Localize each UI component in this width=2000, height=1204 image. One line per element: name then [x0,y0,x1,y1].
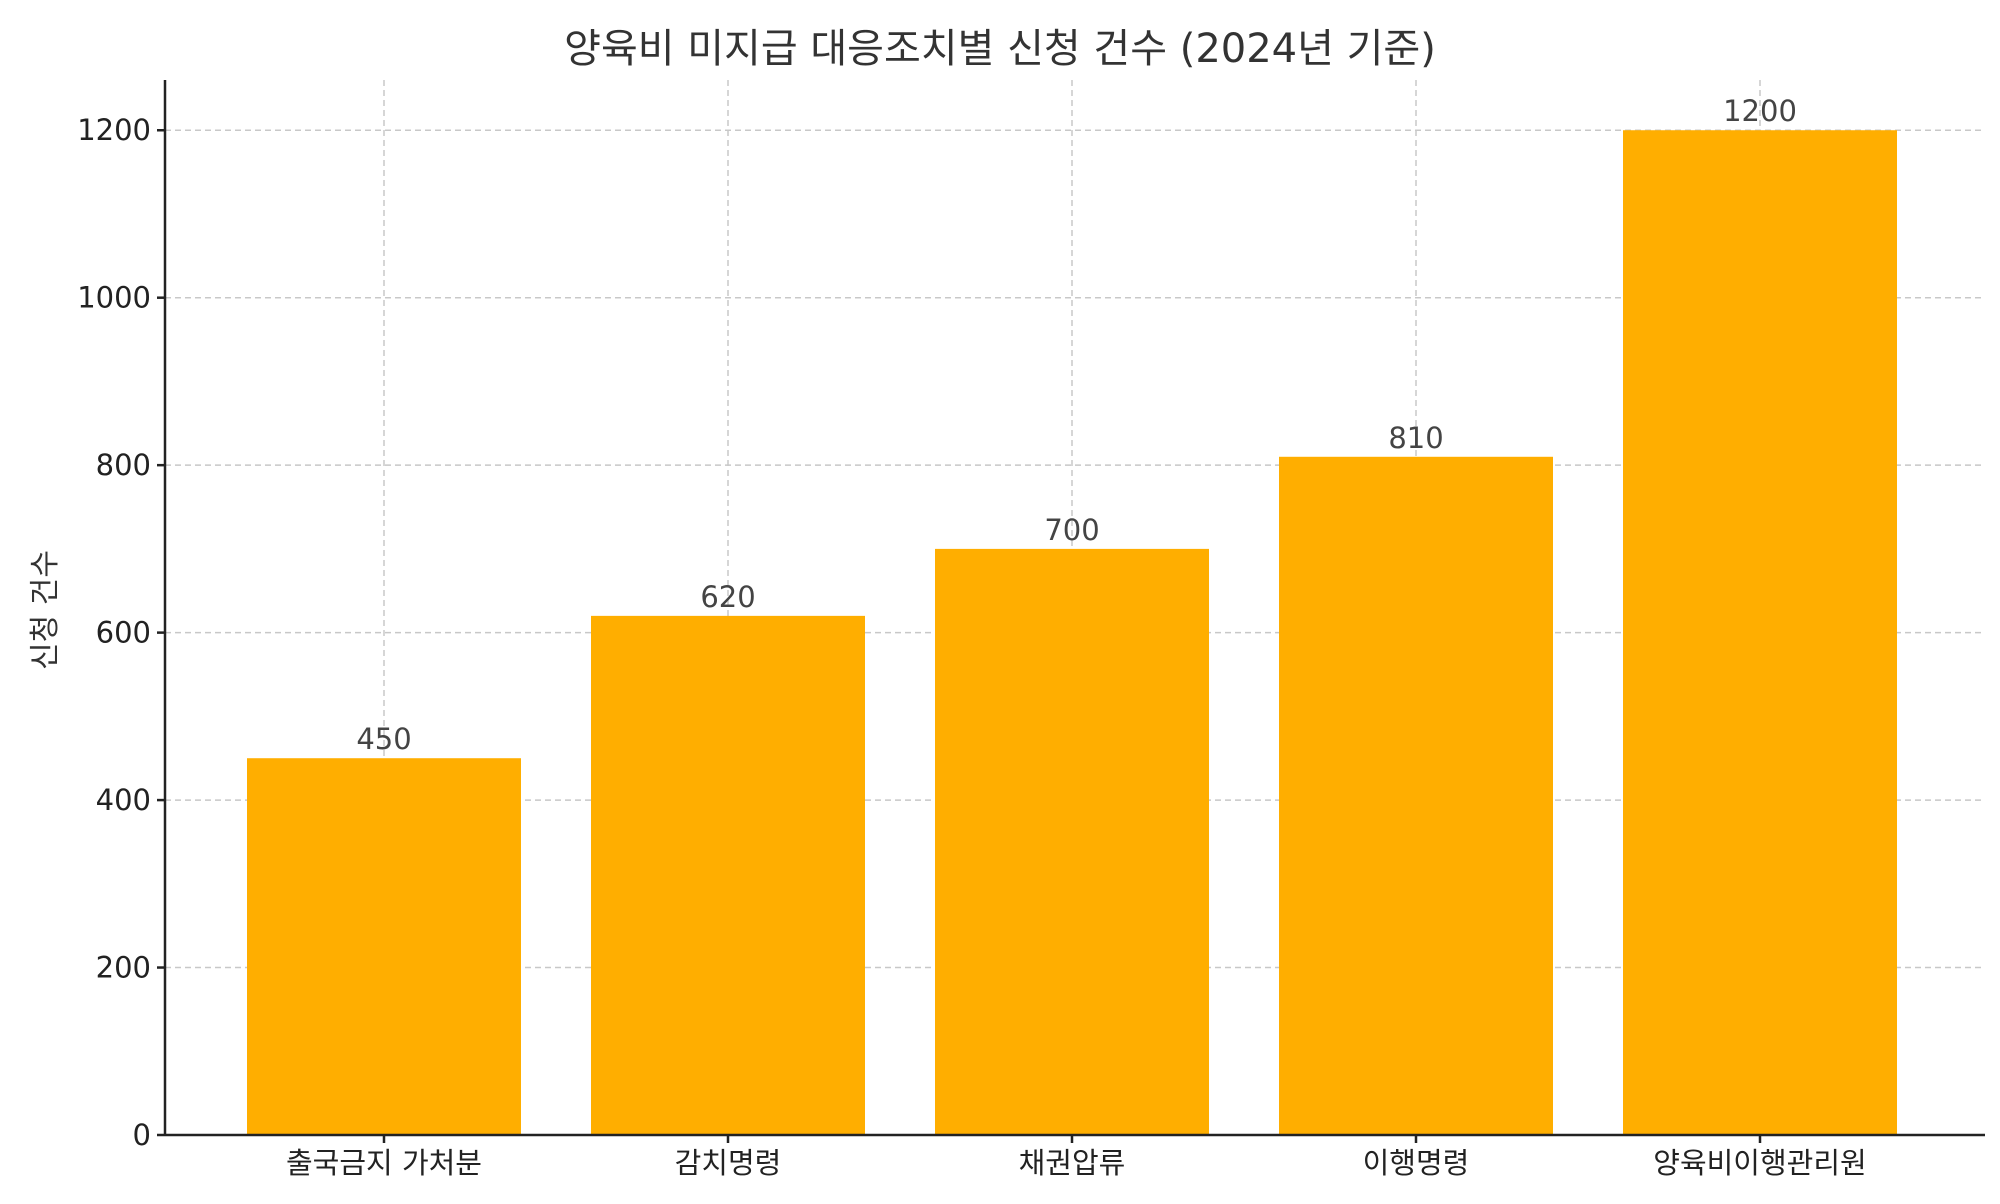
y-tick-label: 200 [96,951,151,985]
bar-value-label: 1200 [1723,94,1797,128]
y-tick-label: 1200 [77,113,151,147]
bar-value-label: 700 [1044,513,1099,547]
x-tick-label: 감치명령 [675,1146,782,1180]
y-axis-label: 신청 건수 [28,550,63,670]
bars [247,130,1897,1135]
y-tick-label: 0 [133,1118,151,1152]
chart-title: 양육비 미지급 대응조치별 신청 건수 (2024년 기준) [564,26,1436,72]
y-tick-label: 1000 [77,281,151,315]
x-tick-label: 채권압류 [1019,1146,1126,1180]
bar [1623,130,1897,1135]
bar [247,758,521,1135]
bar-value-label: 450 [356,722,411,756]
bar [591,615,865,1135]
x-tick-label: 이행명령 [1363,1146,1470,1180]
x-tick-label: 출국금지 가처분 [286,1146,482,1180]
y-tick-label: 400 [96,783,151,817]
bar-value-label: 810 [1388,421,1443,455]
bar-value-label: 620 [700,580,755,614]
axes [157,80,1985,1143]
labels: 0 200 400 600 800 1000 1200 450 출국금지 가처분 620 감치명령 7… [77,94,1867,1180]
bar [935,548,1209,1135]
x-tick-label: 양육비이행관리원 [1653,1146,1866,1180]
y-tick-label: 600 [96,616,151,650]
y-tick-label: 800 [96,448,151,482]
bar [1279,456,1553,1135]
